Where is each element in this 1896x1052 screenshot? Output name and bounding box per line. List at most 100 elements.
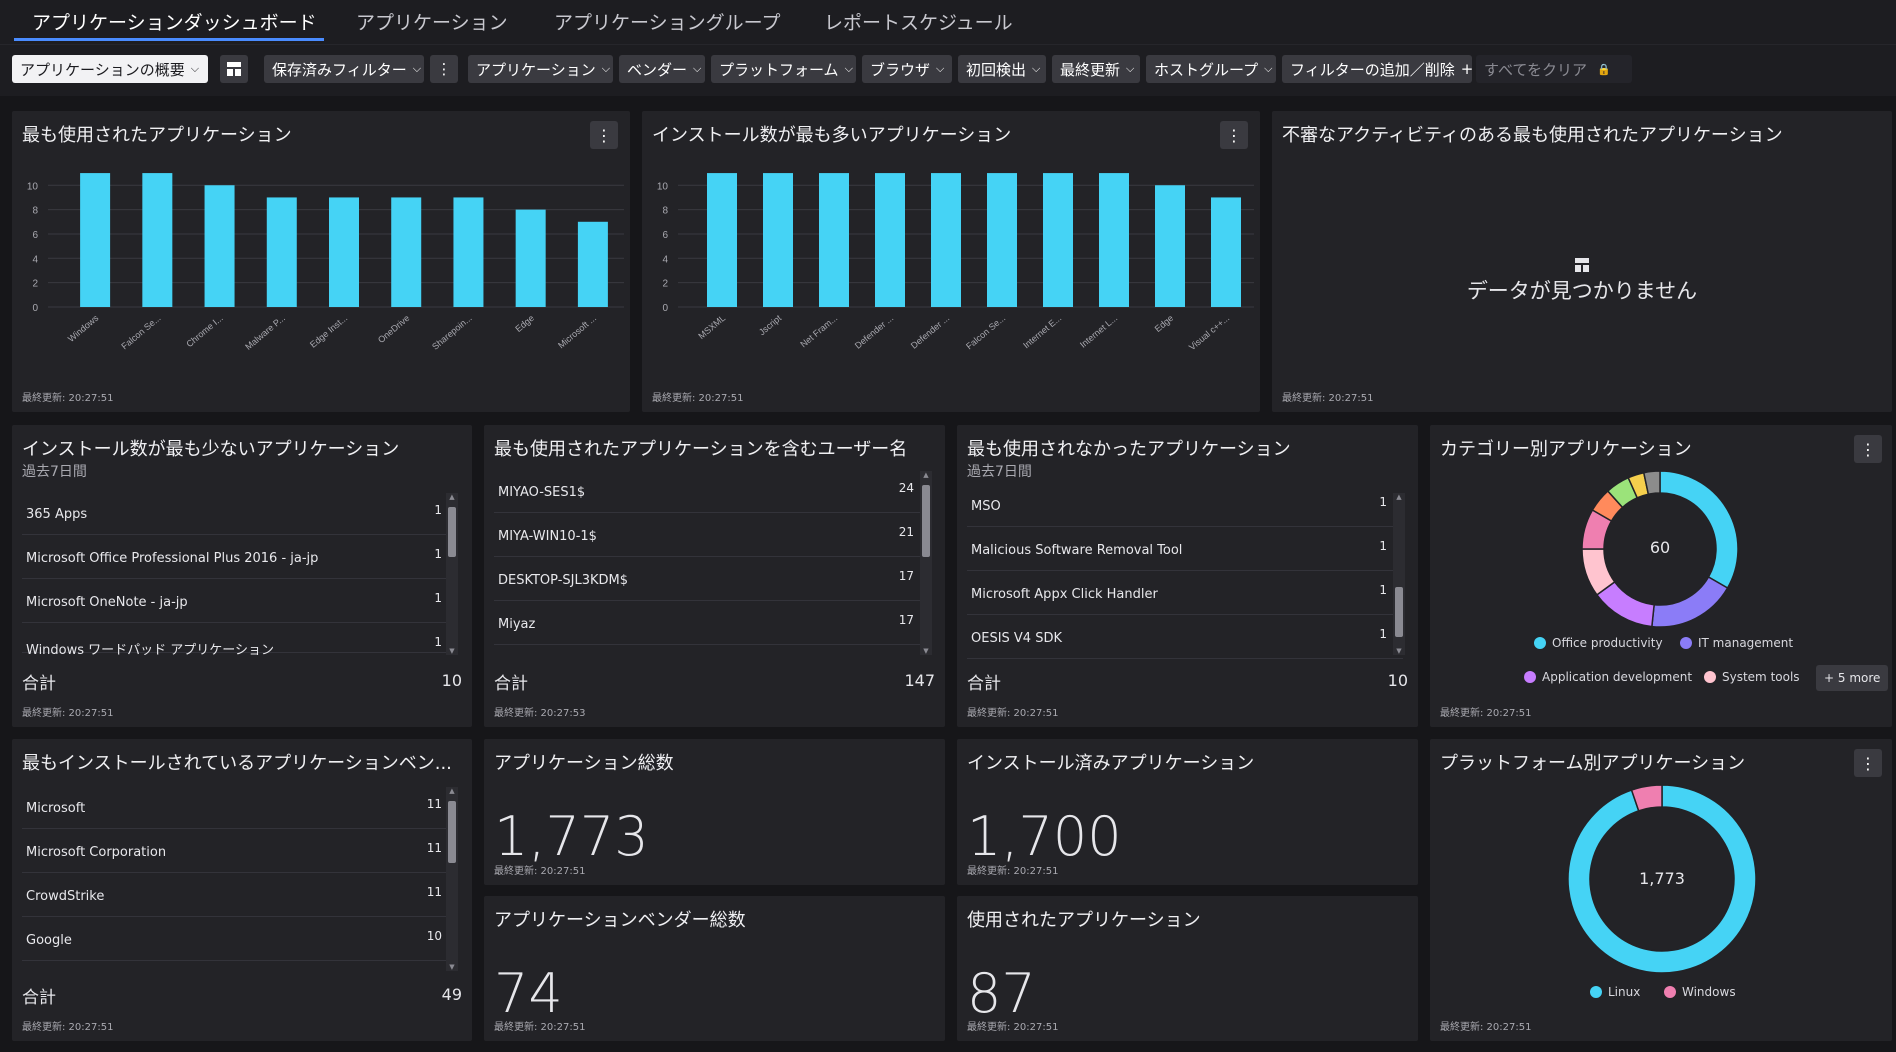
- item-name: Microsoft Appx Click Handler: [971, 587, 1158, 602]
- filter-label: ホストグループ: [1154, 60, 1259, 79]
- chevron-down-icon: ⌵: [936, 62, 945, 75]
- filter-host-group[interactable]: ホストグループ ⌵: [1146, 55, 1276, 83]
- scrollbar[interactable]: ▲ ▼: [1393, 493, 1405, 655]
- used-apps-card: 使用されたアプリケーション 87 最終更新: 20:27:51: [957, 896, 1418, 1041]
- donut-center-value: 60: [1649, 538, 1671, 557]
- bar: [577, 221, 608, 307]
- list-item[interactable]: Microsoft Corporation 11: [22, 829, 458, 873]
- tab-applications[interactable]: アプリケーション: [356, 12, 508, 34]
- card-title: 最も使用されたアプリケーション: [22, 125, 292, 146]
- item-name: Google: [26, 933, 72, 948]
- chevron-down-icon: ⌵: [1126, 62, 1135, 75]
- list-item[interactable]: MIYA-WIN10-1$ 21: [494, 513, 930, 557]
- item-name: Windows ワードパッド アプリケーション: [26, 643, 275, 658]
- list-item[interactable]: Microsoft Appx Click Handler 1: [967, 571, 1403, 615]
- list-item[interactable]: DESKTOP-SJL3KDM$ 17: [494, 557, 930, 601]
- filter-vendor[interactable]: ベンダー ⌵: [619, 55, 705, 83]
- legend-item[interactable]: Windows: [1664, 985, 1736, 999]
- bar: [1211, 197, 1241, 307]
- list-item[interactable]: 365 Apps 1: [22, 491, 458, 535]
- donut-slice: [1630, 784, 1663, 812]
- app-list: MSO 1 Malicious Software Removal Tool 1 Mi…: [967, 483, 1403, 659]
- card-title: アプリケーション総数: [494, 753, 674, 774]
- last-updated: 最終更新: 20:27:51: [967, 708, 1059, 719]
- scroll-down-icon[interactable]: ▼: [1396, 647, 1402, 655]
- list-item[interactable]: Malicious Software Removal Tool 1: [967, 527, 1403, 571]
- chevron-down-icon: ⌵: [1264, 62, 1273, 75]
- list-item[interactable]: Windows ワードパッド アプリケーション 1: [22, 623, 458, 658]
- card-menu-button[interactable]: ⋮: [1220, 121, 1248, 149]
- card-menu-button[interactable]: ⋮: [1854, 749, 1882, 777]
- filter-platform[interactable]: プラットフォーム ⌵: [711, 55, 856, 83]
- donut-slice: [1651, 575, 1729, 628]
- donut-slice: [1659, 470, 1739, 590]
- list-item[interactable]: Microsoft OneNote - ja-jp 1: [22, 579, 458, 623]
- list-item[interactable]: CrowdStrike 11: [22, 873, 458, 917]
- tab-application-dashboard[interactable]: アプリケーションダッシュボード: [32, 12, 317, 34]
- bar: [391, 197, 422, 307]
- legend-item[interactable]: System tools: [1704, 670, 1800, 684]
- item-name: Microsoft Corporation: [26, 845, 167, 860]
- list-item[interactable]: MIYAO-SES1$ 24: [494, 469, 930, 513]
- list-item[interactable]: Microsoft Office Professional Plus 2016 …: [22, 535, 458, 579]
- total-value: 10: [441, 671, 462, 690]
- scroll-thumb[interactable]: [922, 485, 930, 557]
- bar: [515, 209, 546, 307]
- scroll-down-icon[interactable]: ▼: [449, 963, 455, 971]
- more-legend-button[interactable]: + 5 more: [1816, 665, 1889, 691]
- card-title: アプリケーションベンダー総数: [494, 910, 746, 931]
- more-options-button[interactable]: ⋮: [430, 55, 458, 83]
- y-tick-label: 8: [32, 206, 38, 217]
- filter-first-seen[interactable]: 初回検出 ⌵: [958, 55, 1046, 83]
- last-updated: 最終更新: 20:27:51: [967, 1022, 1059, 1033]
- scroll-thumb[interactable]: [1395, 587, 1403, 637]
- list-item[interactable]: Google 10: [22, 917, 458, 961]
- view-select[interactable]: アプリケーションの概要 ⌵: [12, 55, 208, 83]
- legend-swatch: [1704, 671, 1716, 683]
- scrollbar[interactable]: ▲ ▼: [446, 493, 458, 655]
- scroll-up-icon[interactable]: ▲: [449, 493, 455, 501]
- card-title: 最も使用されたアプリケーションを含むユーザー名: [494, 439, 908, 460]
- legend-item[interactable]: Office productivity: [1534, 636, 1663, 650]
- item-name: MIYAO-SES1$: [498, 485, 586, 500]
- add-remove-filters-button[interactable]: フィルターの追加／削除 +: [1282, 55, 1474, 83]
- list-item[interactable]: OESIS V4 SDK 1: [967, 615, 1403, 659]
- scroll-down-icon[interactable]: ▼: [923, 647, 929, 655]
- card-title: プラットフォーム別アプリケーション: [1440, 753, 1746, 774]
- bar: [763, 173, 793, 307]
- scroll-up-icon[interactable]: ▲: [449, 787, 455, 795]
- list-item[interactable]: Microsoft 11: [22, 785, 458, 829]
- card-menu-button[interactable]: ⋮: [590, 121, 618, 149]
- scroll-down-icon[interactable]: ▼: [449, 647, 455, 655]
- layout-button[interactable]: [220, 55, 248, 83]
- filter-browser[interactable]: ブラウザ ⌵: [862, 55, 952, 83]
- filter-label: アプリケーション: [476, 60, 596, 79]
- item-count: 11: [426, 885, 442, 899]
- bar-chart-most-used: 0 2 4 6 8 10 Windows Falcon Se... Chrome I... Mal…: [27, 173, 624, 352]
- tab-application-groups[interactable]: アプリケーショングループ: [554, 12, 781, 34]
- tab-report-schedule[interactable]: レポートスケジュール: [824, 12, 1013, 34]
- scroll-thumb[interactable]: [448, 801, 456, 863]
- saved-filters-dropdown[interactable]: 保存済みフィルター ⌵: [264, 55, 424, 83]
- legend-item[interactable]: Application development: [1524, 670, 1692, 684]
- scroll-up-icon[interactable]: ▲: [923, 471, 929, 479]
- scroll-up-icon[interactable]: ▲: [1396, 493, 1402, 501]
- last-updated: 最終更新: 20:27:51: [652, 393, 744, 404]
- card-menu-button[interactable]: ⋮: [1854, 435, 1882, 463]
- filter-last-updated[interactable]: 最終更新 ⌵: [1052, 55, 1140, 83]
- scrollbar[interactable]: ▲ ▼: [446, 787, 458, 971]
- filter-application[interactable]: アプリケーション ⌵: [468, 55, 613, 83]
- x-tick-label: Defender ...: [853, 313, 895, 351]
- legend-swatch: [1524, 671, 1536, 683]
- list-item[interactable]: Miyaz 17: [494, 601, 930, 645]
- legend-item[interactable]: Linux: [1590, 985, 1640, 999]
- x-tick-label: MSXML: [696, 313, 727, 341]
- x-tick-label: Microsoft ...: [556, 313, 598, 351]
- scrollbar[interactable]: ▲ ▼: [920, 471, 932, 655]
- plus-icon: +: [1460, 60, 1474, 78]
- list-item[interactable]: MSO 1: [967, 483, 1403, 527]
- legend-item[interactable]: IT management: [1680, 636, 1793, 650]
- clear-all-button[interactable]: すべてをクリア 🔒: [1476, 55, 1632, 83]
- scroll-thumb[interactable]: [448, 507, 456, 557]
- view-select-label: アプリケーションの概要: [20, 60, 185, 79]
